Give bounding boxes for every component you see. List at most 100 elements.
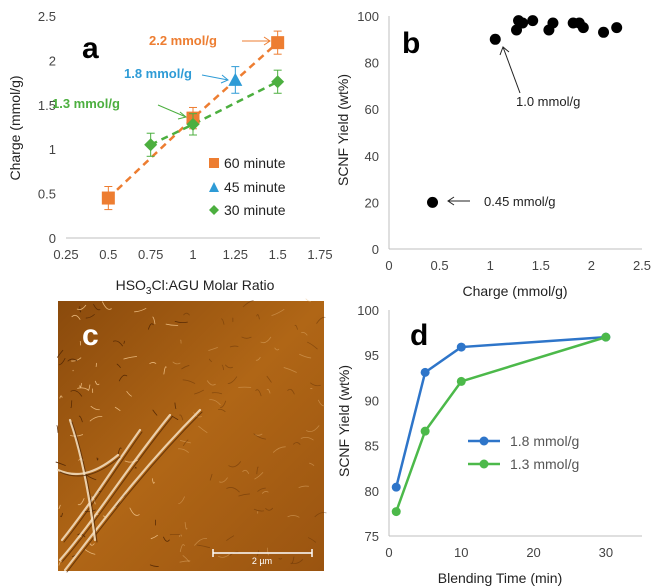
x-tick-label: 20 [526, 545, 540, 560]
afm-fibril [67, 358, 78, 362]
afm-fibril [217, 408, 226, 413]
afm-fibril-shadow [59, 456, 121, 477]
afm-fibril [79, 383, 82, 388]
x-tick-label: 1 [487, 258, 494, 273]
panel-b-annotation-1.0: 1.0 mmol/g [516, 94, 580, 109]
afm-fibril [219, 477, 228, 483]
afm-fibril [96, 457, 99, 461]
y-tick-label: 0 [49, 231, 56, 246]
data-point-1.8-mmol/g [456, 342, 466, 352]
afm-fibril [174, 402, 177, 409]
panel-d-axes: 0 10 20 30 75 80 85 90 95 100 [357, 303, 642, 560]
x-tick-label: 1.75 [307, 247, 332, 262]
y-tick-label: 100 [357, 9, 379, 24]
afm-fibril-shadow [66, 411, 203, 573]
afm-fibril [266, 388, 271, 394]
data-point [611, 22, 623, 34]
afm-fibril [260, 336, 272, 344]
afm-fibril [182, 379, 196, 384]
panel-d-marks [391, 332, 611, 517]
panel-a-annotation-arrows [157, 36, 271, 120]
y-tick-label: 85 [365, 439, 379, 454]
afm-fibril [253, 508, 265, 512]
panel-a-x-axis-label: HSO3Cl:AGU Molar Ratio [116, 277, 275, 297]
panel-d-legend: 1.8 mmol/g 1.3 mmol/g [468, 433, 579, 472]
panel-a-label: a [82, 32, 99, 65]
afm-fibril [196, 544, 211, 549]
afm-fibril [116, 363, 121, 368]
panel-a-axes: 0.25 0.5 0.75 1 1.25 1.5 1.75 0 0.5 1 1.5 2 2.5 [38, 9, 333, 262]
panel-a-marks [101, 30, 285, 211]
afm-fibril [300, 436, 314, 441]
afm-fibril [209, 358, 213, 362]
afm-fibril [123, 356, 138, 360]
afm-fibril [305, 298, 312, 302]
afm-fibril [89, 416, 103, 422]
data-point-30-minute [186, 117, 200, 131]
y-tick-label: 20 [365, 195, 379, 210]
afm-fibril [87, 384, 91, 391]
afm-fibril [227, 376, 238, 385]
afm-fibril [194, 537, 208, 546]
y-tick-label: 75 [365, 529, 379, 544]
afm-fibril [85, 314, 95, 319]
trend-line-60-minute [107, 41, 279, 199]
y-tick-label: 40 [365, 149, 379, 164]
x-label-part-2: Cl:AGU Molar Ratio [151, 277, 274, 293]
x-tick-label: 2.5 [633, 258, 651, 273]
x-label-part-1: HSO [116, 277, 146, 293]
x-tick-label: 10 [454, 545, 468, 560]
afm-fibril [84, 549, 96, 555]
x-tick-label: 1 [189, 247, 196, 262]
afm-fibril [242, 469, 250, 474]
afm-fibril [178, 448, 189, 453]
afm-fibril [70, 390, 83, 397]
y-tick-label: 80 [365, 484, 379, 499]
afm-fibril [179, 560, 191, 563]
afm-fibril [148, 323, 154, 330]
legend-label-60-minute: 60 minute [224, 155, 286, 171]
afm-fibril [254, 433, 263, 436]
y-tick-label: 0 [372, 242, 379, 257]
afm-fibril [293, 442, 301, 445]
afm-fibril [256, 314, 260, 320]
y-tick-label: 80 [365, 56, 379, 71]
afm-fibril [134, 308, 147, 313]
afm-fibril [124, 459, 139, 463]
afm-fibril-bundle [60, 428, 142, 542]
trend-line-30-minute [150, 80, 279, 146]
legend-marker-1.8 [479, 436, 489, 446]
afm-fibril [206, 380, 216, 386]
afm-fibril [77, 387, 89, 390]
afm-fibril [59, 395, 63, 399]
data-point [527, 15, 539, 27]
x-tick-label: 30 [599, 545, 613, 560]
panel-b-annotation-arrows [447, 46, 521, 206]
afm-fibril [229, 345, 239, 348]
afm-fibril [57, 349, 64, 358]
afm-fibril [256, 550, 259, 557]
afm-fibril-bundle [56, 453, 120, 475]
afm-fibril [118, 374, 128, 382]
afm-fibril [220, 400, 227, 408]
afm-fibril [70, 400, 73, 409]
afm-fibril [255, 389, 262, 397]
afm-fibril [183, 312, 190, 316]
panel-a-annotation-1.8: 1.8 mmol/g [124, 66, 192, 81]
afm-fibril [171, 415, 179, 421]
y-tick-label: 2 [49, 53, 56, 68]
afm-fibril [208, 347, 218, 351]
data-point-1.3-mmol/g [456, 376, 466, 386]
panel-b-x-axis-label: Charge (mmol/g) [462, 283, 567, 299]
series-line-1.8-mmol/g [395, 335, 606, 488]
afm-fibril [152, 316, 156, 325]
x-tick-label: 0.5 [431, 258, 449, 273]
panel-b-label: b [402, 27, 420, 60]
panel-a-y-axis-label: Charge (mmol/g) [7, 75, 23, 180]
afm-fibril [241, 336, 252, 339]
afm-fibril [287, 515, 300, 518]
afm-fibril [287, 388, 295, 395]
legend-label-30-minute: 30 minute [224, 202, 286, 218]
afm-fibril [117, 447, 122, 455]
